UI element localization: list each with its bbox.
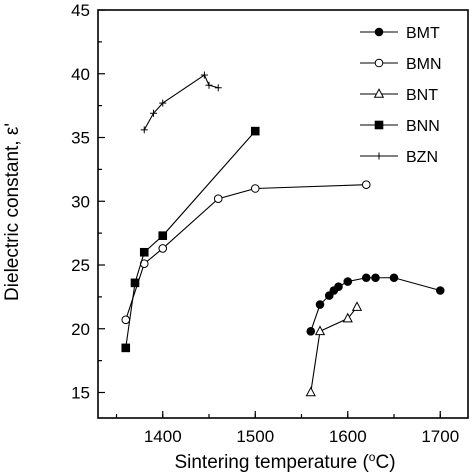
axes: 1400 1500 1600 1700 15 20 25 30 35 40 45 [71,1,469,446]
series-line-bzn [143,74,219,131]
data-point-bnn [250,126,260,136]
legend-item-bmt: BMT [360,25,440,42]
data-point-bzn [205,81,213,89]
x-tick-label: 1700 [421,427,459,446]
legend-marker-bnn [374,120,384,130]
plot-frame [97,9,469,419]
x-tick-label: 1400 [144,427,182,446]
data-point-bmt [435,286,445,295]
series-layer [121,71,445,397]
data-point-bmt [389,273,399,283]
data-point-bnt [342,312,353,323]
y-tick-label: 45 [71,1,90,20]
legend-marker-bnt [373,88,385,98]
data-point-bmn [213,194,223,203]
y-tick-label: 30 [71,192,90,211]
data-point-bzn [214,84,222,92]
legend-label-bnn: BNN [406,118,440,135]
legend-item-bmn: BMN [360,56,442,73]
data-point-bmt [315,300,325,309]
data-point-bmt [343,277,353,286]
series-bnn [121,126,260,353]
series-line-bmn [125,184,367,320]
x-axis-title: Sintering temperature (oC) [174,450,395,473]
y-tick-label: 25 [71,256,90,275]
data-point-bnn [158,231,168,240]
legend-item-bnn: BNN [360,118,440,135]
series-line-bmt [310,277,441,332]
series-bzn [140,71,222,134]
legend-marker-bmn [374,58,384,68]
data-point-bmn [361,180,371,189]
data-point-bnn [139,247,149,257]
data-point-bzn [150,109,157,117]
legend: BMT BMN BNT BNN BZN [360,25,442,166]
data-point-bmt [334,282,343,291]
y-tick-label: 35 [71,129,90,148]
data-point-bmt [371,273,380,283]
data-point-bnt [351,301,363,311]
y-tick-label: 40 [71,65,90,84]
series-bmt [306,273,445,336]
x-tick-label: 1500 [236,427,274,446]
legend-marker-bmt [374,27,384,37]
legend-marker-bzn [375,152,383,160]
series-bnt [305,301,363,397]
data-point-bmn [250,184,260,193]
legend-item-bnt: BNT [360,87,438,104]
x-tick-label: 1600 [329,427,367,446]
legend-label-bzn: BZN [406,149,438,166]
series-line-bnt [310,306,358,393]
data-point-bnn [121,343,131,353]
series-bmn [121,180,371,325]
data-point-bmn [121,315,131,325]
y-tick-label: 20 [71,320,90,339]
y-tick-label: 15 [71,384,90,403]
data-point-bzn [200,71,208,79]
legend-label-bmn: BMN [406,56,442,73]
data-point-bnt [305,386,316,397]
data-point-bzn [140,126,148,134]
data-point-bnt [314,325,326,336]
y-axis-title: Dielectric constant, ε' [2,123,23,301]
series-line-bnn [125,130,256,348]
legend-label-bnt: BNT [406,87,438,104]
legend-label-bmt: BMT [406,25,440,42]
data-point-bmt [361,273,371,283]
data-point-bnn [130,278,140,288]
data-point-bzn [159,99,167,107]
legend-item-bzn: BZN [360,149,438,166]
data-point-bmt [306,327,316,336]
data-point-bmn [158,244,168,253]
